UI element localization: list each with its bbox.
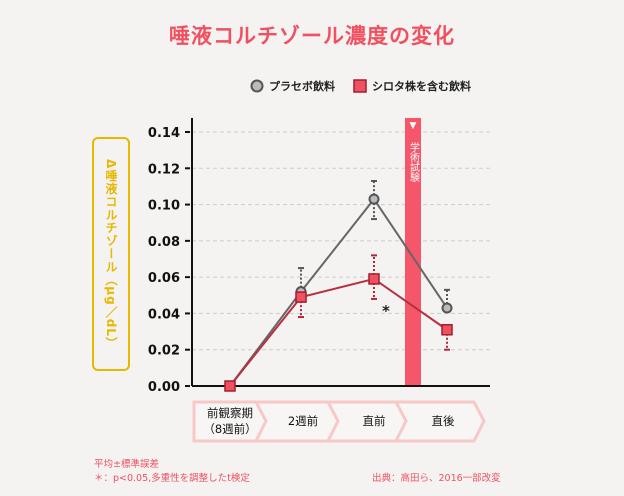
category-chevron — [393, 400, 486, 443]
legend-shirota: シロタ株を含む飲料 — [353, 78, 471, 94]
note-source: 出典：高田ら、2016一部改変 — [372, 473, 501, 484]
series-line-0 — [229, 197, 448, 387]
chart-title: 唾液コルチゾール濃度の変化 — [169, 24, 455, 48]
exam-arrow-icon: ▼ — [410, 121, 417, 131]
y-axis-label: Δ唾液コルチゾール（μg／dL） — [92, 137, 130, 371]
series-line-1 — [229, 277, 448, 387]
exam-label: 学術試験 — [408, 141, 420, 183]
y-tick-label: 0.06 — [148, 271, 180, 286]
shirota-point — [441, 324, 453, 336]
y-tick-label: 0.12 — [148, 162, 180, 177]
note-mean: 平均±標準誤差 — [94, 459, 159, 470]
x-tick-label: （8週前） — [203, 422, 256, 436]
placebo-point — [441, 302, 453, 314]
x-tick-label: 直後 — [432, 414, 455, 428]
shirota-point — [368, 273, 380, 285]
y-tick-label: 0.10 — [148, 199, 180, 214]
y-tick-label: 0.14 — [148, 126, 180, 141]
note-significance: ＊：p<0.05,多重性を調整したt検定 — [94, 473, 250, 484]
y-tick-label: 0.02 — [148, 344, 180, 359]
x-tick-label: 2週前 — [288, 414, 318, 428]
significance-mark: * — [382, 302, 390, 320]
x-tick-label: 直前 — [363, 414, 386, 428]
y-tick-label: 0.08 — [148, 235, 180, 250]
shirota-point — [224, 380, 236, 392]
legend: プラセボ飲料 シロタ株を含む飲料 — [250, 78, 471, 94]
legend-placebo: プラセボ飲料 — [250, 78, 335, 94]
placebo-point — [368, 193, 380, 205]
shirota-point — [295, 291, 307, 303]
x-tick-label: 前観察期 — [207, 406, 253, 420]
y-tick-label: 0.04 — [148, 307, 180, 322]
exam-period-bar — [405, 118, 421, 386]
y-tick-label: 0.00 — [148, 380, 180, 395]
